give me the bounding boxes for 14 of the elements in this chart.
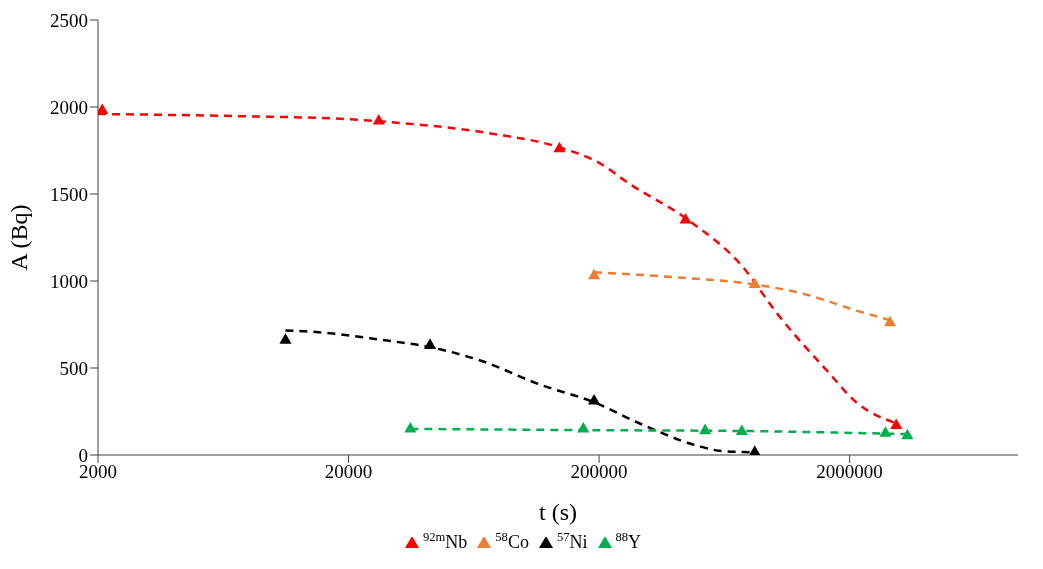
legend-label: $^{88}$Y [615, 530, 642, 552]
legend-label: $^{58}$Co [495, 530, 529, 552]
x-tick-label: 2000000 [816, 461, 883, 483]
y-tick-label: 1500 [50, 183, 88, 205]
x-tick-label: 20000 [324, 461, 373, 483]
y-tick-label: 1000 [50, 270, 88, 292]
x-tick-label: 200000 [570, 461, 628, 483]
y-tick-label: 2500 [50, 9, 88, 31]
y-tick-label: 500 [59, 357, 88, 379]
y-axis-title: A (Bq) [5, 204, 32, 271]
legend-label: $^{92m}$Nb [422, 530, 468, 552]
x-axis-title: t (s) [539, 499, 577, 525]
legend-label: $^{57}$Ni [556, 530, 588, 552]
y-tick-label: 2000 [50, 96, 88, 118]
